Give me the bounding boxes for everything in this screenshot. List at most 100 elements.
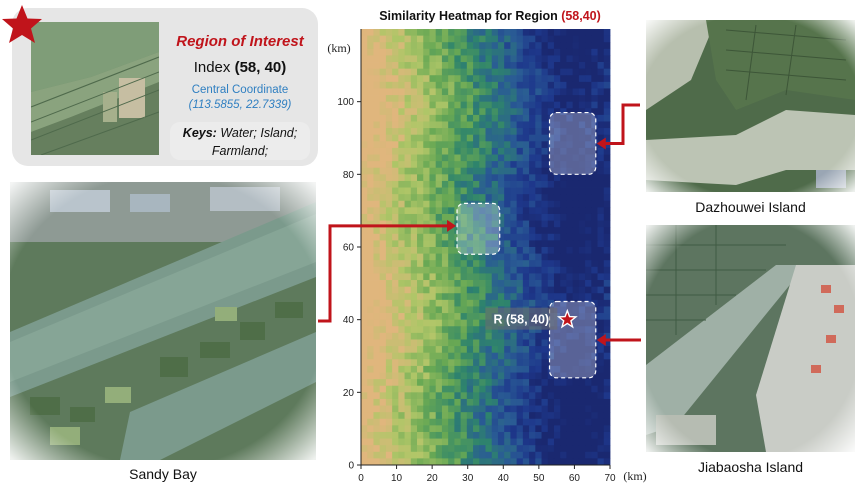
heatmap-cell bbox=[541, 233, 549, 241]
heatmap-cell bbox=[373, 101, 381, 109]
heatmap-cell bbox=[435, 114, 443, 122]
heatmap-cell bbox=[448, 200, 455, 208]
heatmap-cell bbox=[529, 161, 536, 169]
heatmap-cell bbox=[535, 293, 542, 301]
heatmap-cell bbox=[510, 332, 518, 340]
heatmap-cell bbox=[367, 445, 374, 453]
heatmap-cell bbox=[460, 75, 468, 83]
heatmap-cell bbox=[547, 95, 555, 103]
heatmap-cell bbox=[361, 161, 368, 169]
heatmap-cell bbox=[417, 379, 424, 387]
heatmap-cell bbox=[460, 167, 468, 175]
heatmap-cell bbox=[398, 121, 405, 129]
heatmap-cell bbox=[479, 88, 486, 96]
heatmap-cell bbox=[591, 42, 598, 50]
heatmap-cell bbox=[572, 101, 580, 109]
heatmap-cell bbox=[410, 306, 418, 314]
heatmap-cell bbox=[473, 55, 480, 63]
heatmap-cell bbox=[560, 75, 567, 83]
heatmap-cell bbox=[516, 286, 524, 294]
heatmap-cell bbox=[429, 121, 437, 129]
heatmap-cell bbox=[361, 48, 368, 56]
heatmap-cell bbox=[597, 121, 605, 129]
heatmap-cell bbox=[510, 128, 518, 136]
heatmap-cell bbox=[448, 180, 455, 188]
heatmap-cell bbox=[466, 253, 474, 261]
heatmap-cell bbox=[516, 425, 524, 433]
heatmap-cell bbox=[529, 260, 536, 268]
heatmap-cell bbox=[497, 95, 505, 103]
heatmap-cell bbox=[566, 101, 574, 109]
heatmap-cell bbox=[516, 108, 524, 116]
heatmap-cell bbox=[466, 95, 474, 103]
heatmap-cell bbox=[553, 108, 561, 116]
heatmap-cell bbox=[522, 405, 530, 413]
heatmap-cell bbox=[497, 114, 505, 122]
heatmap-cell bbox=[585, 88, 592, 96]
heatmap-cell bbox=[553, 438, 561, 446]
heatmap-cell bbox=[466, 213, 474, 221]
heatmap-cell bbox=[516, 233, 524, 241]
heatmap-cell bbox=[572, 108, 580, 116]
heatmap-cell bbox=[591, 101, 598, 109]
heatmap-cell bbox=[435, 313, 443, 321]
heatmap-cell bbox=[479, 372, 486, 380]
heatmap-cell bbox=[560, 445, 567, 453]
heatmap-cell bbox=[385, 418, 393, 426]
heatmap-cell bbox=[566, 326, 574, 334]
heatmap-cell bbox=[479, 379, 486, 387]
heatmap-cell bbox=[404, 167, 412, 175]
heatmap-cell bbox=[560, 108, 567, 116]
heatmap-cell bbox=[466, 339, 474, 347]
heatmap-cell bbox=[572, 379, 580, 387]
heatmap-cell bbox=[566, 35, 574, 43]
heatmap-cell bbox=[497, 207, 505, 215]
heatmap-cell bbox=[516, 365, 524, 373]
heatmap-cell bbox=[454, 273, 462, 281]
heatmap-cell bbox=[435, 458, 443, 466]
heatmap-cell bbox=[541, 425, 549, 433]
heatmap-cell bbox=[535, 194, 542, 202]
heatmap-cell bbox=[379, 326, 387, 334]
heatmap-cell bbox=[585, 425, 592, 433]
heatmap-cell bbox=[373, 405, 381, 413]
heatmap-cell bbox=[385, 445, 393, 453]
heatmap-cell bbox=[454, 29, 462, 37]
heatmap-cell bbox=[603, 29, 611, 37]
heatmap-cell bbox=[454, 207, 462, 215]
heatmap-cell bbox=[392, 134, 399, 142]
heatmap-cell bbox=[385, 286, 393, 294]
heatmap-cell bbox=[535, 273, 542, 281]
heatmap-cell bbox=[560, 154, 567, 162]
heatmap-cell bbox=[473, 68, 480, 76]
heatmap-cell bbox=[398, 438, 405, 446]
heatmap-cell bbox=[572, 286, 580, 294]
heatmap-cell bbox=[373, 141, 381, 149]
heatmap-cell bbox=[522, 392, 530, 400]
heatmap-cell bbox=[591, 35, 598, 43]
heatmap-cell bbox=[485, 141, 493, 149]
heatmap-cell bbox=[448, 240, 455, 248]
heatmap-cell bbox=[578, 194, 586, 202]
heatmap-cell bbox=[535, 445, 542, 453]
heatmap-cell bbox=[404, 240, 412, 248]
heatmap-cell bbox=[522, 412, 530, 420]
heatmap-cell bbox=[417, 412, 424, 420]
heatmap-cell bbox=[553, 48, 561, 56]
heatmap-cell bbox=[479, 42, 486, 50]
heatmap-cell bbox=[429, 187, 437, 195]
heatmap-cell bbox=[541, 253, 549, 261]
heatmap-cell bbox=[597, 398, 605, 406]
heatmap-cell bbox=[504, 121, 511, 129]
arrow-head bbox=[596, 334, 606, 346]
heatmap-cell bbox=[560, 174, 567, 182]
heatmap-cell bbox=[410, 75, 418, 83]
heatmap-cell bbox=[373, 35, 381, 43]
heatmap-cell bbox=[392, 95, 399, 103]
heatmap-cell bbox=[541, 141, 549, 149]
heatmap-cell bbox=[367, 121, 374, 129]
heatmap-cell bbox=[585, 293, 592, 301]
heatmap-cell bbox=[597, 352, 605, 360]
heatmap-cell bbox=[379, 405, 387, 413]
heatmap-cell bbox=[460, 451, 468, 459]
